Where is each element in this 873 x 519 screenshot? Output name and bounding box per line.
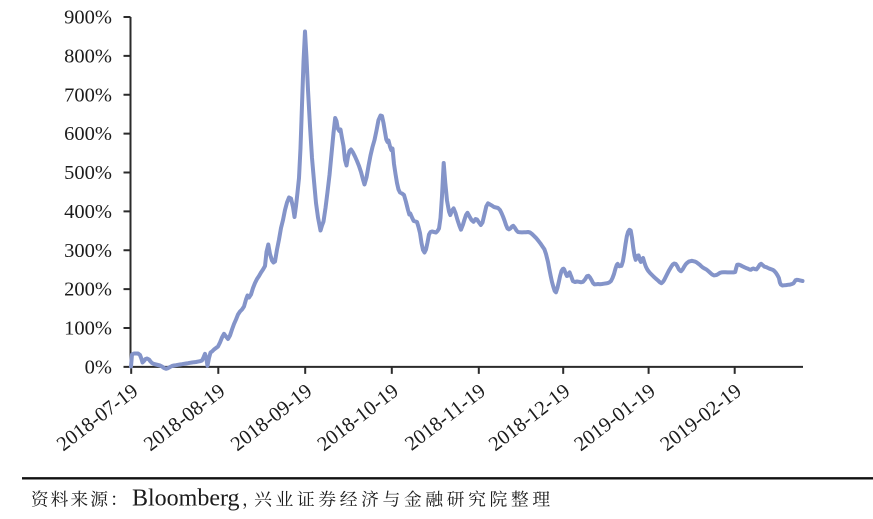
svg-text:700%: 700% bbox=[64, 84, 112, 106]
svg-text:300%: 300% bbox=[64, 240, 112, 262]
svg-text:500%: 500% bbox=[64, 162, 112, 184]
svg-text:200%: 200% bbox=[64, 279, 112, 301]
svg-text:600%: 600% bbox=[64, 123, 112, 145]
svg-text:Bloomberg: Bloomberg bbox=[132, 486, 240, 512]
svg-text:900%: 900% bbox=[64, 7, 112, 29]
svg-text:400%: 400% bbox=[64, 201, 112, 223]
svg-text:100%: 100% bbox=[64, 318, 112, 340]
svg-text:800%: 800% bbox=[64, 46, 112, 68]
svg-text:0%: 0% bbox=[85, 357, 112, 379]
